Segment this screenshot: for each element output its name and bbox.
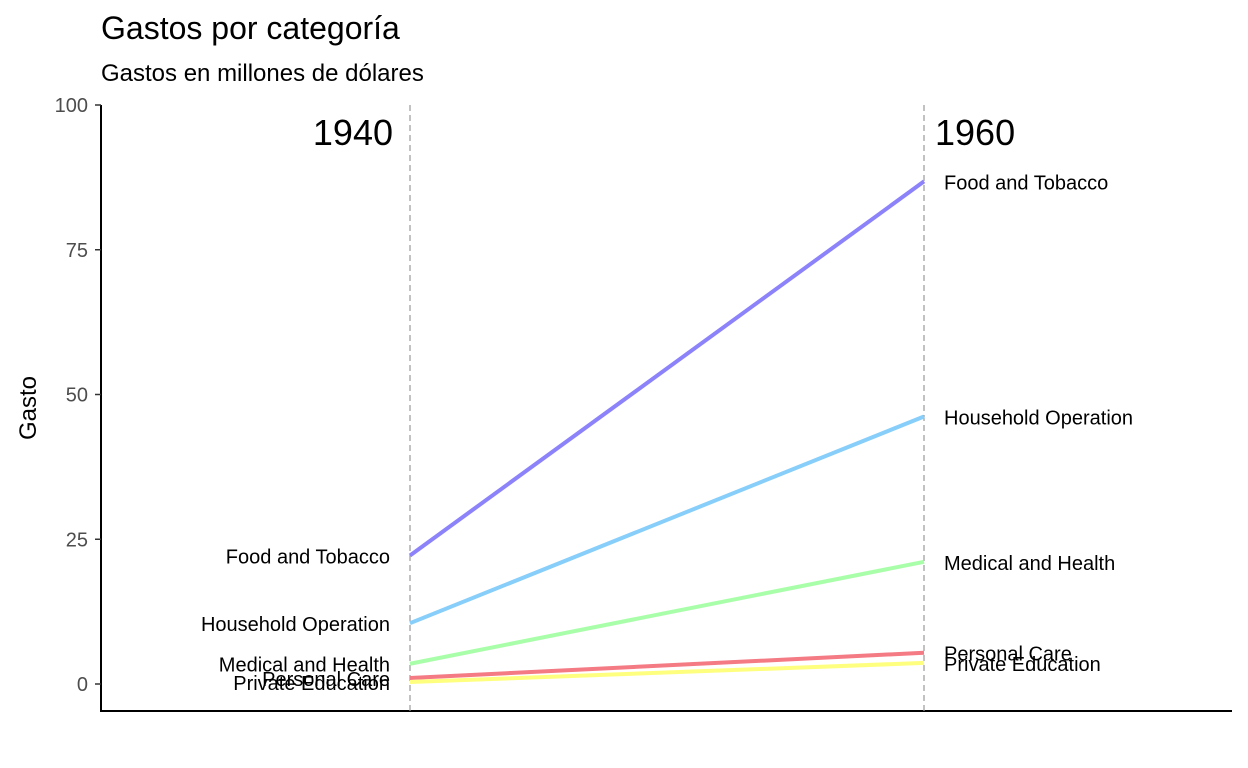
chart-title: Gastos por categoría [101, 10, 400, 46]
chart-subtitle: Gastos en millones de dólares [101, 60, 424, 87]
series-label-start: Household Operation [201, 614, 390, 636]
y-tick-label: 100 [55, 95, 88, 117]
series-label-start: Personal Care [262, 669, 390, 691]
series-label-end: Household Operation [944, 408, 1133, 430]
y-tick-label: 75 [66, 240, 88, 262]
series-label-start: Food and Tobacco [226, 546, 390, 568]
series-label-start: Private Education [233, 673, 390, 695]
year-label: 1960 [935, 112, 1015, 153]
series-line [409, 559, 925, 666]
reference-lines: 1940 1960 [313, 105, 1015, 711]
y-tick-label: 0 [77, 674, 88, 696]
series-lines [408, 179, 926, 685]
series-label-start: Medical and Health [219, 655, 390, 677]
y-axis-label: Gasto [15, 376, 42, 440]
series-line [409, 650, 925, 680]
axes: Gasto [15, 105, 1232, 712]
series-labels: Food and Tobacco Food and Tobacco Househol… [201, 172, 1133, 695]
series-label-end: Private Education [944, 654, 1101, 676]
year-label: 1940 [313, 112, 393, 153]
series-label-end: Medical and Health [944, 553, 1115, 575]
series-line [409, 414, 925, 626]
series-line [409, 660, 925, 685]
series-label-end: Food and Tobacco [944, 172, 1108, 194]
y-tick-label: 50 [66, 385, 88, 407]
y-ticks: 0 25 50 75 100 [55, 95, 101, 696]
series-label-end: Personal Care [944, 644, 1072, 666]
series-line [408, 179, 926, 558]
y-tick-label: 25 [66, 529, 88, 551]
